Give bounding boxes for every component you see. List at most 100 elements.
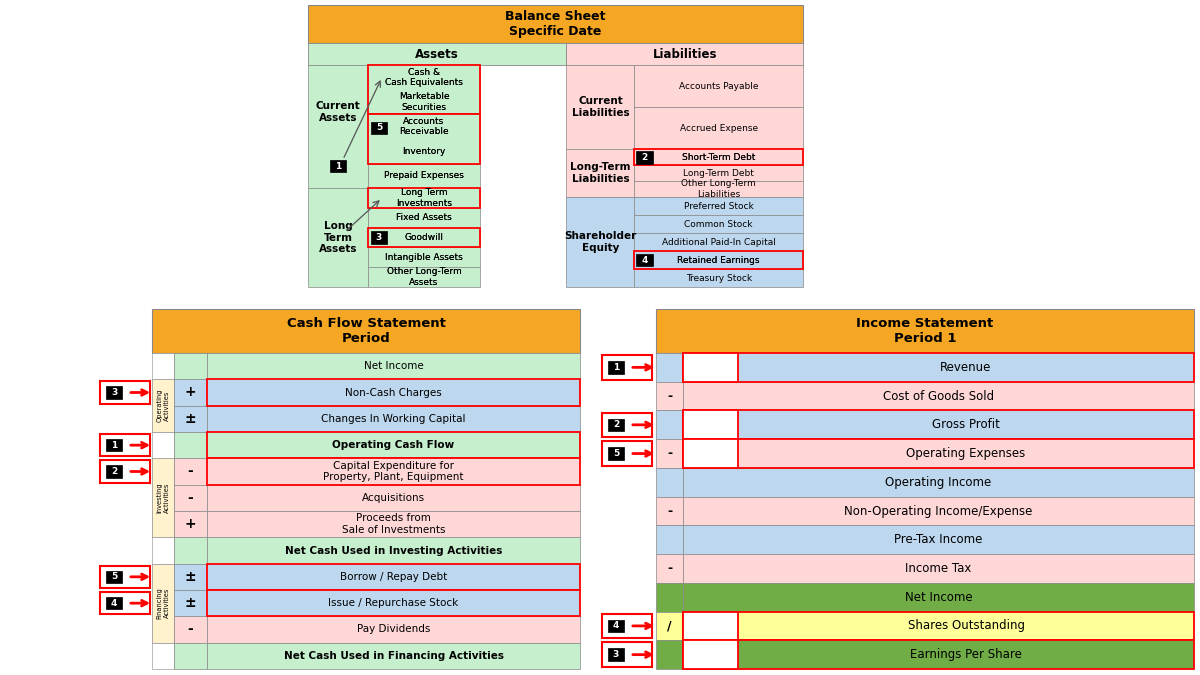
FancyBboxPatch shape bbox=[636, 151, 653, 163]
Text: Net Cash Used in Financing Activities: Net Cash Used in Financing Activities bbox=[283, 651, 504, 661]
FancyBboxPatch shape bbox=[308, 43, 566, 65]
Text: Revenue: Revenue bbox=[941, 361, 991, 374]
FancyBboxPatch shape bbox=[206, 643, 580, 669]
Text: Proceeds from
Sale of Investments: Proceeds from Sale of Investments bbox=[342, 514, 445, 535]
Text: 5: 5 bbox=[110, 572, 118, 581]
Text: Current
Liabilities: Current Liabilities bbox=[571, 97, 629, 118]
Text: 2: 2 bbox=[641, 153, 648, 162]
FancyBboxPatch shape bbox=[174, 564, 206, 590]
FancyBboxPatch shape bbox=[635, 107, 803, 149]
FancyBboxPatch shape bbox=[683, 641, 1194, 669]
Text: Net Cash Used in Investing Activities: Net Cash Used in Investing Activities bbox=[284, 545, 502, 556]
FancyBboxPatch shape bbox=[206, 511, 580, 537]
FancyBboxPatch shape bbox=[656, 468, 683, 497]
FancyBboxPatch shape bbox=[602, 614, 652, 638]
Text: 2: 2 bbox=[613, 421, 619, 429]
Text: -: - bbox=[667, 504, 672, 518]
FancyBboxPatch shape bbox=[152, 643, 174, 669]
FancyBboxPatch shape bbox=[635, 65, 803, 107]
Text: Gross Profit: Gross Profit bbox=[932, 418, 1000, 431]
Text: -: - bbox=[667, 389, 672, 402]
Text: Income Statement
Period 1: Income Statement Period 1 bbox=[857, 317, 994, 345]
Text: Fixed Assets: Fixed Assets bbox=[396, 213, 452, 222]
FancyBboxPatch shape bbox=[152, 537, 174, 564]
Text: Cash &
Cash Equivalents: Cash & Cash Equivalents bbox=[385, 68, 463, 87]
FancyBboxPatch shape bbox=[566, 149, 635, 197]
Text: Non-Operating Income/Expense: Non-Operating Income/Expense bbox=[845, 504, 1033, 518]
Text: Intangible Assets: Intangible Assets bbox=[385, 253, 463, 262]
Text: Capital Expenditure for
Property, Plant, Equipment: Capital Expenditure for Property, Plant,… bbox=[323, 461, 463, 483]
FancyBboxPatch shape bbox=[368, 248, 480, 267]
Text: Balance Sheet
Specific Date: Balance Sheet Specific Date bbox=[505, 10, 606, 38]
Text: -: - bbox=[187, 491, 193, 505]
FancyBboxPatch shape bbox=[635, 251, 803, 269]
Text: Cost of Goods Sold: Cost of Goods Sold bbox=[883, 389, 994, 402]
FancyBboxPatch shape bbox=[683, 525, 1194, 554]
FancyBboxPatch shape bbox=[683, 382, 1194, 410]
Text: +: + bbox=[185, 385, 197, 400]
FancyBboxPatch shape bbox=[308, 65, 368, 188]
Text: Cash &
Cash Equivalents: Cash & Cash Equivalents bbox=[385, 68, 463, 87]
Text: Common Stock: Common Stock bbox=[684, 219, 752, 229]
FancyBboxPatch shape bbox=[368, 227, 480, 248]
FancyBboxPatch shape bbox=[635, 149, 803, 165]
FancyBboxPatch shape bbox=[656, 612, 683, 641]
FancyBboxPatch shape bbox=[607, 649, 624, 661]
Text: Inventory: Inventory bbox=[402, 146, 445, 156]
FancyBboxPatch shape bbox=[174, 406, 206, 432]
Text: 2: 2 bbox=[110, 467, 118, 476]
FancyBboxPatch shape bbox=[683, 612, 738, 641]
Text: 1: 1 bbox=[335, 161, 341, 171]
FancyBboxPatch shape bbox=[656, 583, 683, 612]
FancyBboxPatch shape bbox=[368, 65, 480, 90]
FancyBboxPatch shape bbox=[100, 592, 150, 614]
FancyBboxPatch shape bbox=[100, 381, 150, 404]
FancyBboxPatch shape bbox=[368, 188, 480, 208]
Text: Operating Expenses: Operating Expenses bbox=[906, 447, 1026, 460]
FancyBboxPatch shape bbox=[371, 122, 388, 134]
Text: Assets: Assets bbox=[415, 47, 460, 61]
Text: 4: 4 bbox=[641, 256, 648, 265]
FancyBboxPatch shape bbox=[206, 379, 580, 406]
FancyBboxPatch shape bbox=[330, 160, 347, 172]
Text: 1: 1 bbox=[613, 363, 619, 372]
Text: Accrued Expense: Accrued Expense bbox=[679, 124, 757, 133]
Text: Pre-Tax Income: Pre-Tax Income bbox=[894, 533, 983, 546]
FancyBboxPatch shape bbox=[683, 583, 1194, 612]
FancyBboxPatch shape bbox=[656, 641, 683, 669]
Text: Retained Earnings: Retained Earnings bbox=[678, 256, 760, 265]
FancyBboxPatch shape bbox=[152, 564, 174, 643]
Text: 1: 1 bbox=[110, 441, 118, 450]
Text: 3: 3 bbox=[376, 233, 382, 242]
Text: Earnings Per Share: Earnings Per Share bbox=[910, 648, 1022, 661]
FancyBboxPatch shape bbox=[152, 432, 174, 458]
FancyBboxPatch shape bbox=[656, 439, 683, 468]
FancyBboxPatch shape bbox=[635, 149, 803, 165]
FancyBboxPatch shape bbox=[656, 497, 683, 525]
FancyBboxPatch shape bbox=[206, 353, 580, 379]
FancyBboxPatch shape bbox=[100, 566, 150, 588]
Text: Long Term
Investments: Long Term Investments bbox=[396, 188, 452, 208]
Text: Shareholder
Equity: Shareholder Equity bbox=[564, 232, 636, 253]
FancyBboxPatch shape bbox=[206, 616, 580, 643]
Text: -: - bbox=[667, 447, 672, 460]
Text: Prepaid Expenses: Prepaid Expenses bbox=[384, 171, 464, 180]
FancyBboxPatch shape bbox=[683, 353, 738, 382]
FancyBboxPatch shape bbox=[206, 564, 580, 590]
Text: ±: ± bbox=[185, 412, 197, 426]
FancyBboxPatch shape bbox=[635, 251, 803, 269]
FancyBboxPatch shape bbox=[566, 65, 635, 149]
Text: Liabilities: Liabilities bbox=[653, 47, 716, 61]
FancyBboxPatch shape bbox=[683, 439, 738, 468]
FancyBboxPatch shape bbox=[607, 418, 624, 431]
FancyBboxPatch shape bbox=[683, 554, 1194, 583]
Text: Long-Term
Liabilities: Long-Term Liabilities bbox=[570, 163, 631, 184]
Text: -: - bbox=[667, 562, 672, 575]
FancyBboxPatch shape bbox=[368, 90, 480, 114]
Text: Treasury Stock: Treasury Stock bbox=[685, 273, 751, 283]
FancyBboxPatch shape bbox=[174, 537, 206, 564]
FancyBboxPatch shape bbox=[368, 114, 480, 139]
Text: Intangible Assets: Intangible Assets bbox=[385, 253, 463, 262]
Text: Operating Cash Flow: Operating Cash Flow bbox=[332, 440, 455, 450]
FancyBboxPatch shape bbox=[635, 233, 803, 251]
